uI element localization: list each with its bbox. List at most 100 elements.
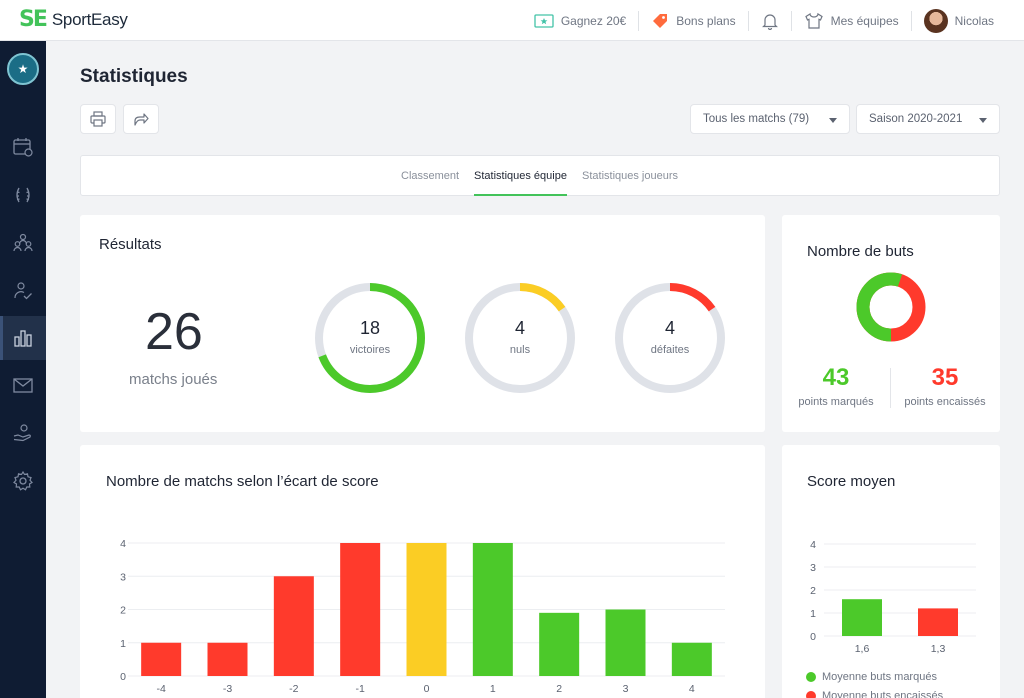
legend-dot xyxy=(806,691,816,698)
wins-count: 18 xyxy=(359,318,381,338)
goals-scored-value: 43 xyxy=(822,364,850,391)
goals-scored-label: points marqués xyxy=(798,396,874,408)
calendar-icon[interactable] xyxy=(0,125,46,169)
bar xyxy=(918,608,958,636)
x-tick-label: 1,3 xyxy=(931,643,946,655)
legend-item-scored: Moyenne buts marqués xyxy=(806,671,937,683)
share-button[interactable] xyxy=(123,104,159,134)
matches-filter-select[interactable]: Tous les matchs (79) xyxy=(690,104,850,134)
y-tick-label: 1 xyxy=(120,638,126,650)
results-title: Résultats xyxy=(99,236,162,253)
goals-ring xyxy=(856,272,926,342)
bar-chart-icon[interactable] xyxy=(0,316,46,360)
x-tick-label: -1 xyxy=(355,683,364,695)
average-score-chart: 0 1 2 3 4 1,6 1,3 xyxy=(810,539,976,655)
divider xyxy=(890,368,891,408)
my-teams-link[interactable]: Mes équipes xyxy=(792,11,911,31)
share-arrow-icon xyxy=(134,113,149,126)
settings-gear-icon[interactable] xyxy=(0,459,46,503)
x-tick-label: 2 xyxy=(556,683,562,695)
deals-label: Bons plans xyxy=(676,13,736,28)
season-select[interactable]: Saison 2020-2021 xyxy=(856,104,1000,134)
average-score-title: Score moyen xyxy=(807,473,896,490)
goals-card xyxy=(782,215,1000,432)
sidebar: ★ xyxy=(0,41,46,698)
mail-icon[interactable] xyxy=(0,363,46,407)
draws-label: nuls xyxy=(509,344,531,356)
attendance-icon[interactable] xyxy=(0,269,46,313)
jersey-icon xyxy=(804,12,823,29)
tab-team-stats[interactable]: Statistiques équipe xyxy=(474,156,567,196)
my-teams-label: Mes équipes xyxy=(830,13,899,28)
bell-icon xyxy=(761,13,778,30)
score-difference-title: Nombre de matchs selon l’écart de score xyxy=(106,473,379,490)
legend-item-conceded: Moyenne buts encaissés xyxy=(806,690,943,698)
bar xyxy=(207,642,248,676)
notifications-button[interactable] xyxy=(749,11,791,31)
divider xyxy=(747,10,749,31)
bar xyxy=(141,642,182,676)
top-bar: SE SportEasy Gagnez 20€ Bons plans Mes é… xyxy=(0,0,1024,41)
ticket-icon xyxy=(534,13,554,28)
x-tick-label: -3 xyxy=(223,683,232,695)
x-tick-label: -4 xyxy=(156,683,165,695)
y-tick-label: 0 xyxy=(810,631,816,643)
y-tick-label: 0 xyxy=(120,671,126,683)
tab-ranking[interactable]: Classement xyxy=(401,170,460,182)
bar xyxy=(340,543,381,676)
reward-label: Gagnez 20€ xyxy=(560,13,627,28)
wins-label: victoires xyxy=(349,344,391,356)
print-button[interactable] xyxy=(80,104,116,134)
hand-coin-icon[interactable] xyxy=(0,411,46,455)
draws-donut xyxy=(465,283,575,393)
brand-name: SportEasy xyxy=(51,10,128,29)
x-tick-label: -2 xyxy=(289,683,298,695)
chevron-down-icon xyxy=(979,118,987,123)
scored-arc xyxy=(856,272,926,342)
average-score-card xyxy=(782,445,1000,698)
team-members-icon[interactable] xyxy=(0,221,46,265)
goals-title: Nombre de buts xyxy=(807,243,914,260)
page-title: Statistiques xyxy=(80,66,188,87)
draws-count: 4 xyxy=(514,318,525,338)
y-tick-label: 2 xyxy=(120,605,126,617)
y-tick-label: 4 xyxy=(120,538,126,550)
reward-link[interactable]: Gagnez 20€ xyxy=(522,11,638,31)
tab-player-stats[interactable]: Statistiques joueurs xyxy=(582,170,678,182)
goals-conceded-value: 35 xyxy=(931,364,959,391)
bar xyxy=(273,576,314,676)
x-tick-label: 4 xyxy=(689,683,695,695)
x-tick-label: 0 xyxy=(424,683,430,695)
losses-count: 4 xyxy=(664,318,675,338)
bar xyxy=(539,612,580,676)
laurel-icon[interactable] xyxy=(0,173,46,217)
y-tick-label: 4 xyxy=(810,539,816,551)
x-tick-label: 1,6 xyxy=(855,643,870,655)
app-logo[interactable]: SE SportEasy xyxy=(19,9,128,31)
deals-link[interactable]: Bons plans xyxy=(639,11,747,31)
top-nav: Gagnez 20€ Bons plans Mes équipes Nicola… xyxy=(522,0,1006,41)
x-tick-label: 3 xyxy=(623,683,629,695)
wins-donut xyxy=(315,283,425,393)
divider xyxy=(638,10,640,31)
bar xyxy=(671,642,712,676)
stats-tabs: Classement Statistiques équipe Statistiq… xyxy=(80,155,1000,196)
matches-played-count: 26 xyxy=(145,303,203,361)
matches-played-label: matchs joués xyxy=(129,371,218,388)
matches-filter-value: Tous les matchs (79) xyxy=(703,113,810,125)
goals-conceded-label: points encaissés xyxy=(904,396,986,408)
legend-label: Moyenne buts encaissés xyxy=(822,690,944,698)
losses-arc xyxy=(615,283,725,393)
user-menu[interactable]: Nicolas xyxy=(912,8,1006,33)
logo-mark: SE xyxy=(19,7,48,32)
divider xyxy=(910,10,912,31)
divider xyxy=(790,10,792,31)
losses-donut xyxy=(615,283,725,393)
draws-arc xyxy=(465,283,575,393)
losses-label: défaites xyxy=(650,344,690,356)
x-tick-label: 1 xyxy=(490,683,496,695)
season-value: Saison 2020-2021 xyxy=(869,113,963,125)
y-tick-label: 3 xyxy=(120,571,126,583)
legend-dot xyxy=(806,672,816,682)
team-badge[interactable]: ★ xyxy=(7,53,39,85)
